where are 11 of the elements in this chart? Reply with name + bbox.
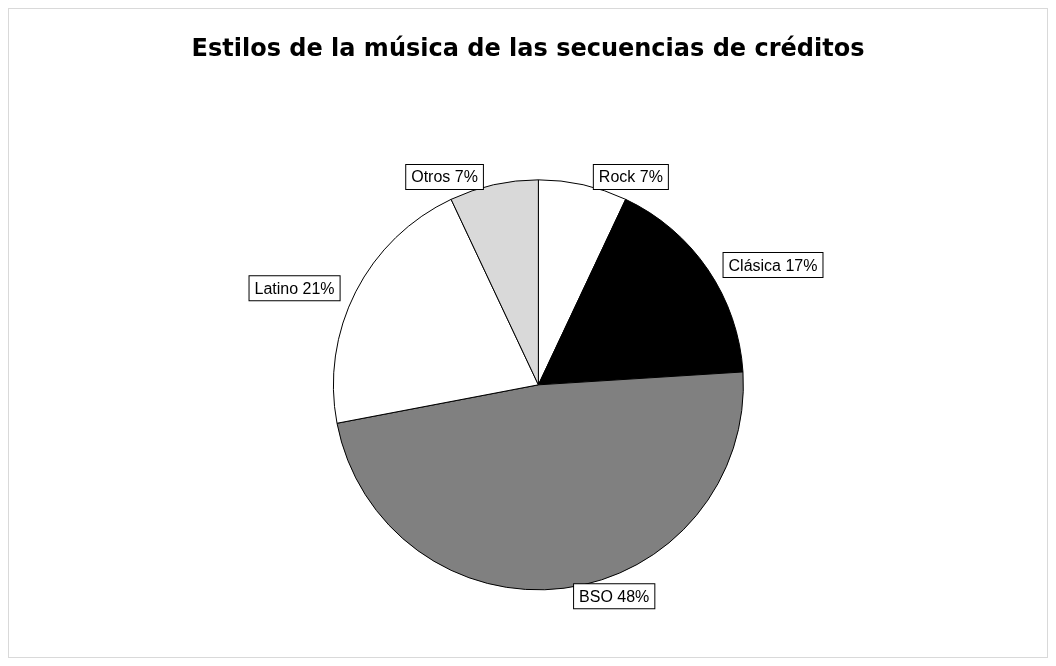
data-label: 7% bbox=[639, 168, 663, 186]
chart-title: Estilos de la música de las secuencias de créditos bbox=[191, 34, 865, 62]
slice-label: Latino bbox=[254, 279, 299, 297]
data-label: 17% bbox=[785, 256, 818, 274]
slice-label: Otros bbox=[411, 168, 451, 186]
slice-label: Rock bbox=[598, 168, 637, 186]
data-label: 48% bbox=[617, 587, 650, 605]
data-label: 7% bbox=[454, 168, 478, 186]
slice-label: Clásica bbox=[728, 256, 782, 274]
slice-label: BSO bbox=[579, 587, 613, 605]
data-label: 21% bbox=[302, 279, 335, 297]
